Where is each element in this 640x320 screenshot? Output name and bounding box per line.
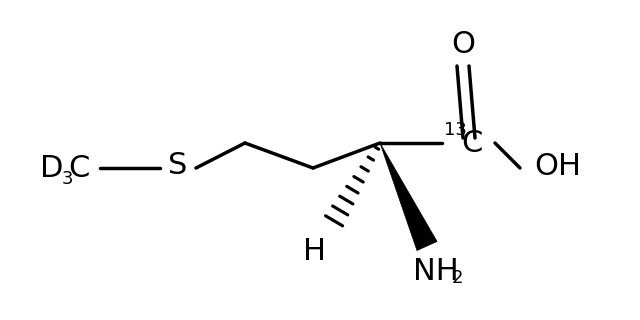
Text: H: H	[303, 237, 326, 267]
Text: NH: NH	[413, 258, 459, 286]
Text: 13: 13	[444, 121, 467, 139]
Text: D: D	[40, 154, 64, 182]
Text: C: C	[68, 154, 90, 182]
Text: OH: OH	[534, 151, 582, 180]
Polygon shape	[380, 143, 437, 251]
Text: C: C	[461, 129, 483, 157]
Text: 3: 3	[61, 170, 73, 188]
Text: 2: 2	[451, 269, 463, 287]
Text: S: S	[168, 150, 188, 180]
Text: O: O	[451, 29, 475, 59]
